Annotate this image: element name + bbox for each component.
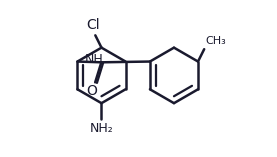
Text: NH₂: NH₂	[90, 122, 113, 135]
Text: Cl: Cl	[86, 18, 100, 32]
Text: CH₃: CH₃	[206, 36, 227, 46]
Text: NH: NH	[84, 54, 103, 67]
Text: O: O	[86, 84, 97, 98]
